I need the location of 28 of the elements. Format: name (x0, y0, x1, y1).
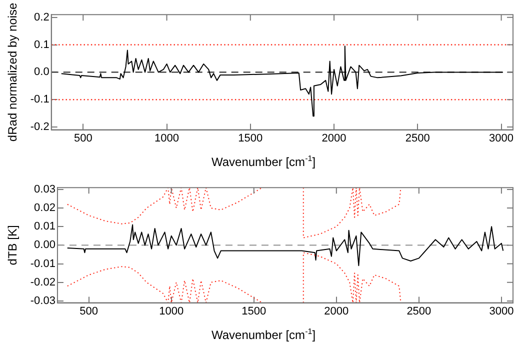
x-tick-label: 2500 (405, 132, 430, 144)
y-tick-label: -0.03 (30, 294, 56, 307)
y-tick-label: -0.2 (30, 121, 50, 134)
x-tick-label: 1000 (154, 132, 180, 144)
y-tick-label: 0.2 (34, 11, 50, 24)
x-tick-label: 3000 (489, 132, 514, 144)
x-tick-label: 1500 (242, 305, 266, 318)
x-tick-label: 3000 (489, 305, 514, 318)
x-axis-title: Wavenumber [cm$^{-1}$] (210, 153, 317, 169)
y-tick-label: -0.1 (30, 94, 50, 106)
y-tick-label: 0.0 (34, 66, 50, 78)
y-tick-label: 0.00 (34, 239, 56, 252)
x-axis-title: Wavenumber [cm$^{-1}$] (210, 326, 317, 342)
x-tick-label: 500 (74, 132, 92, 144)
x-tick-label: 2000 (322, 132, 346, 144)
x-tick-label: 1500 (238, 132, 263, 144)
x-tick-label: 1000 (159, 305, 184, 318)
y-tick-label: 0.01 (34, 220, 56, 233)
y-tick-label: -0.01 (30, 258, 56, 270)
y-axis-title: dRad normalized by noise (6, 2, 20, 142)
y-tick-label: 0.1 (34, 38, 50, 51)
x-tick-label: 500 (80, 305, 98, 318)
y-tick-label: 0.02 (34, 202, 56, 214)
y-axis-title: dTB [K] (6, 225, 20, 266)
y-tick-label: 0.03 (34, 183, 56, 196)
x-tick-label: 2000 (324, 305, 349, 318)
x-tick-label: 2500 (406, 305, 432, 318)
y-tick-label: -0.02 (30, 276, 56, 288)
